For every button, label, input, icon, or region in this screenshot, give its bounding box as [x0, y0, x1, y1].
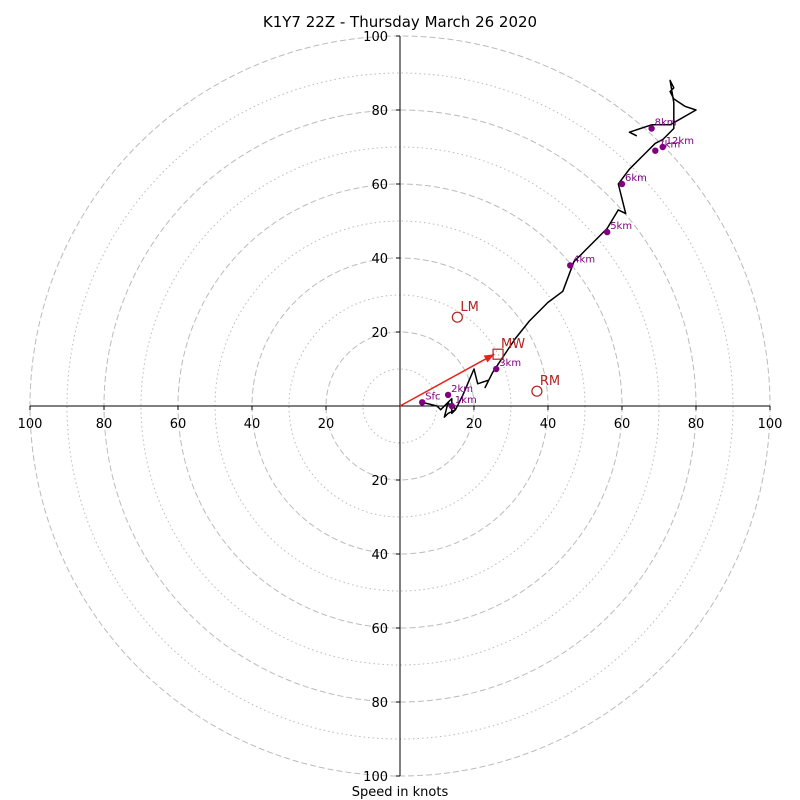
y-tick-label-9: 100	[363, 30, 388, 45]
x-tick-label-3: 40	[244, 417, 261, 432]
height-marker-3km	[493, 365, 500, 373]
y-tick-label-4: 20	[371, 474, 388, 489]
x-axis-label: Speed in knots	[352, 785, 449, 800]
height-marker-2km	[444, 391, 452, 399]
chart-title: K1Y7 22Z - Thursday March 26 2020	[263, 13, 537, 31]
height-label-Sfc: Sfc	[425, 391, 440, 402]
shear-vector-arrowhead	[483, 354, 495, 363]
x-tick-label-8: 80	[688, 417, 705, 432]
tick-labels: 100 80 60 40 20 20 40 60 80 100 100 80 60 40 20 20 40 60 8…	[18, 30, 783, 785]
height-marker-Sfc	[419, 399, 426, 406]
height-label-2km: 2km	[451, 384, 473, 395]
x-tick-label-4: 20	[318, 417, 335, 432]
height-label-1km: 1km	[455, 395, 477, 406]
height-label-6km: 6km	[625, 173, 647, 184]
storm-marker-LM	[451, 311, 463, 323]
height-marker-1km	[448, 402, 455, 410]
x-tick-label-2: 60	[170, 417, 187, 432]
storm-marker-MW	[492, 348, 504, 360]
height-marker-6km	[618, 180, 626, 188]
shear-vector	[399, 353, 495, 407]
x-tick-label-7: 60	[614, 417, 631, 432]
storm-motion-markers: LM MW RM	[451, 300, 560, 397]
y-tick-label-0: 100	[363, 770, 388, 785]
storm-label-LM: LM	[460, 300, 478, 315]
height-label-12km: 12km	[666, 136, 694, 147]
y-tick-label-7: 60	[371, 178, 388, 193]
height-label-8km: 8km	[655, 118, 677, 129]
y-tick-label-3: 40	[371, 548, 388, 563]
x-tick-label-1: 80	[96, 417, 113, 432]
height-label-7km: 7km	[658, 140, 680, 151]
hodograph-trace	[422, 79, 697, 418]
x-tick-label-6: 40	[540, 417, 557, 432]
y-tick-label-2: 60	[371, 622, 388, 637]
height-marker-8km	[648, 125, 655, 132]
height-label-5km: 5km	[610, 221, 632, 232]
storm-label-RM: RM	[540, 374, 560, 389]
hodograph-line	[422, 79, 697, 418]
height-label-4km: 4km	[573, 254, 595, 265]
height-marker-12km	[659, 143, 666, 151]
storm-marker-RM	[531, 385, 543, 397]
height-label-3km: 3km	[499, 358, 521, 369]
y-tick-label-8: 80	[371, 104, 388, 119]
y-tick-label-1: 80	[371, 696, 388, 711]
shear-vector-line	[399, 353, 495, 407]
storm-label-MW: MW	[501, 337, 525, 352]
height-marker-5km	[604, 228, 611, 236]
height-marker-4km	[567, 262, 574, 269]
y-tick-label-5: 20	[371, 326, 388, 341]
x-tick-label-9: 100	[758, 417, 783, 432]
height-marker-7km	[652, 147, 659, 154]
y-tick-label-6: 40	[371, 252, 388, 267]
x-tick-label-0: 100	[18, 417, 43, 432]
x-tick-label-5: 20	[466, 417, 483, 432]
